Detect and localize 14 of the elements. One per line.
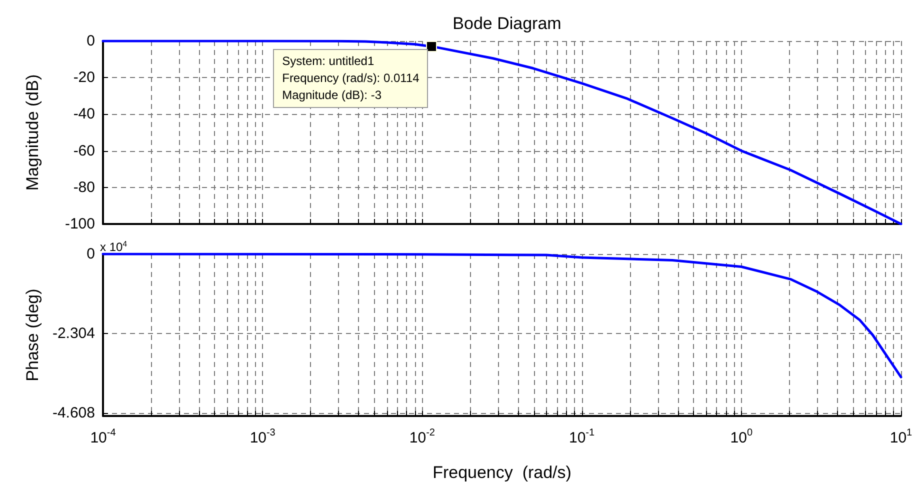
y-tick-label: 0 [86, 32, 95, 50]
y-tick-label: -4.608 [52, 404, 95, 422]
y-tick-label: -40 [73, 106, 95, 123]
y-axis-title: Phase (deg) [23, 288, 42, 382]
x-axis-title: Frequency (rad/s) [432, 463, 572, 482]
chart-title: Bode Diagram [452, 14, 562, 33]
y-tick-label: -100 [64, 216, 95, 232]
y-tick-label: -60 [73, 142, 95, 160]
y-axis-title: Magnitude (dB) [23, 74, 42, 191]
y-tick-label: -80 [73, 178, 95, 196]
y-tick-label: -2.304 [52, 324, 95, 342]
y-tick-label: -20 [73, 69, 95, 86]
y-tick-label: 0 [86, 246, 95, 262]
annotation: System: untitled1 Frequency (rad/s): 0.0114 Magnitude (dB): -3 [273, 49, 428, 108]
